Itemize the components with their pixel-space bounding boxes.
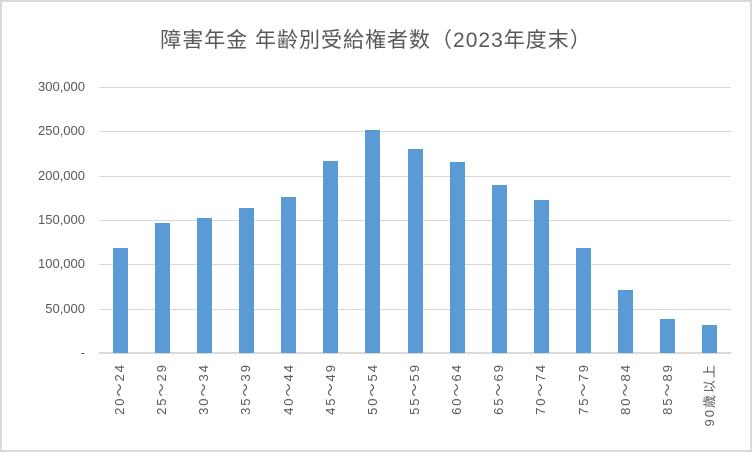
bar-35～39 [239,208,254,353]
bar-90歳以上 [702,325,717,353]
x-axis-tick-label-text: 60～64 [449,363,464,415]
x-axis-tick-label-text: 70～74 [533,363,548,415]
y-axis-tick-label: 100,000 [38,256,85,271]
bar-65～69 [492,185,507,353]
x-axis-tick-label-text: 30～34 [196,363,211,415]
bar-30～34 [197,218,212,353]
y-axis-tick-label: 50,000 [45,301,85,316]
y-axis-tick-label: - [80,345,85,360]
x-axis-tick-label-text: 80～84 [618,363,633,415]
x-axis-line [99,352,731,354]
bar-60～64 [450,162,465,353]
bar-25～29 [155,223,170,353]
bar-20～24 [113,248,128,353]
bar-80～84 [618,290,633,353]
y-axis-tick-label: 250,000 [38,123,85,138]
x-axis-tick-label-text: 55～59 [407,363,422,415]
y-axis-tick-label: 300,000 [38,79,85,94]
x-axis-tick-label-text: 40～44 [281,363,296,415]
bar-70～74 [534,200,549,353]
y-gridline [99,131,731,132]
chart-title: 障害年金 年齢別受給権者数（2023年度末） [160,29,592,52]
bar-40～44 [281,197,296,353]
bar-50～54 [365,130,380,353]
x-axis-tick-label-text: 45～49 [323,363,338,415]
x-axis-tick-label-text: 75～79 [576,363,591,415]
y-axis-tick-label: 200,000 [38,168,85,183]
y-axis-tick-label: 150,000 [38,212,85,227]
x-axis-tick-label-text: 35～39 [238,363,253,415]
x-axis-tick-label-text: 65～69 [491,363,506,415]
x-axis-tick-label-text: 25～29 [154,363,169,415]
x-axis-tick-label-text: 90歳以上 [702,363,717,427]
bar-55～59 [408,149,423,353]
x-axis-tick-label-text: 50～54 [365,363,380,415]
x-axis-tick-label-text: 20～24 [112,363,127,415]
bar-75～79 [576,248,591,353]
bar-85～89 [660,319,675,353]
bar-45～49 [323,161,338,353]
x-axis-tick-label-text: 85～89 [660,363,675,415]
y-gridline [99,87,731,88]
